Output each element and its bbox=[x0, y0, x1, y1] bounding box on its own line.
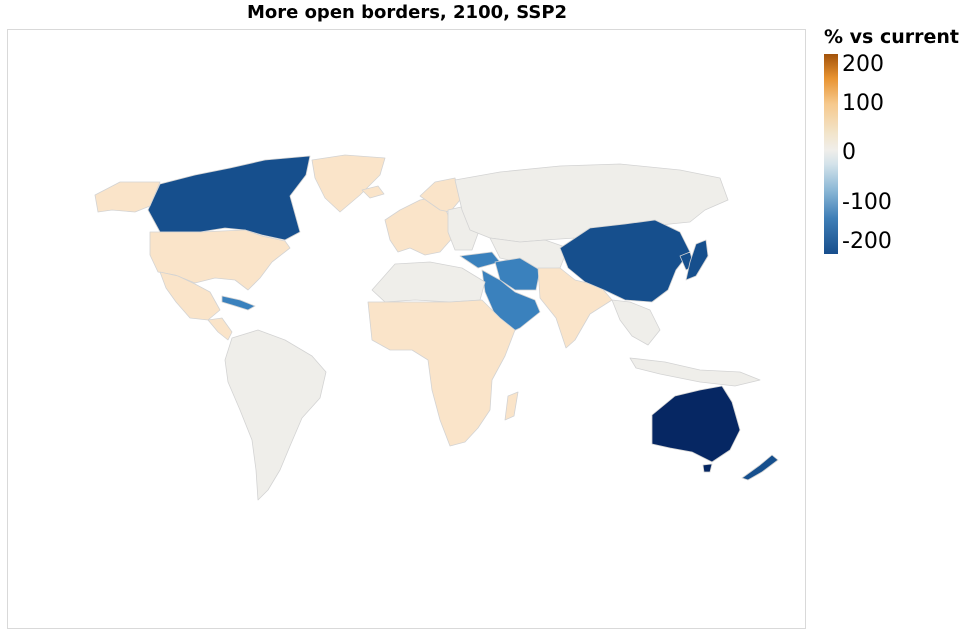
iceland[interactable] bbox=[361, 185, 385, 199]
turkey[interactable] bbox=[459, 251, 501, 269]
caribbean[interactable] bbox=[221, 295, 256, 311]
legend-title: % vs current bbox=[824, 26, 959, 48]
europe-west[interactable] bbox=[384, 195, 456, 256]
legend-tick: -200 bbox=[842, 229, 892, 254]
australia[interactable] bbox=[651, 385, 741, 463]
japan[interactable] bbox=[685, 239, 709, 281]
legend-tick: -100 bbox=[842, 190, 892, 215]
legend-tick: 100 bbox=[842, 91, 884, 116]
new-zealand[interactable] bbox=[741, 454, 779, 481]
central-america[interactable] bbox=[207, 317, 233, 341]
mexico[interactable] bbox=[159, 271, 221, 321]
canada[interactable] bbox=[147, 155, 311, 241]
tasmania[interactable] bbox=[702, 463, 713, 473]
legend-tick: 0 bbox=[842, 140, 856, 165]
greenland[interactable] bbox=[311, 154, 386, 213]
legend-tick: 200 bbox=[842, 52, 884, 77]
madagascar[interactable] bbox=[504, 391, 519, 421]
indonesia[interactable] bbox=[629, 357, 761, 387]
sub-saharan-africa[interactable] bbox=[367, 299, 516, 447]
legend-color-bar bbox=[824, 54, 838, 254]
china-mongolia[interactable] bbox=[559, 219, 691, 303]
north-africa[interactable] bbox=[371, 261, 486, 303]
arabian-peninsula[interactable] bbox=[481, 269, 541, 336]
south-america[interactable] bbox=[224, 329, 327, 501]
southeast-asia[interactable] bbox=[611, 299, 661, 346]
map-title: More open borders, 2100, SSP2 bbox=[246, 2, 568, 23]
south-asia[interactable] bbox=[537, 267, 613, 349]
alaska[interactable] bbox=[94, 181, 161, 213]
